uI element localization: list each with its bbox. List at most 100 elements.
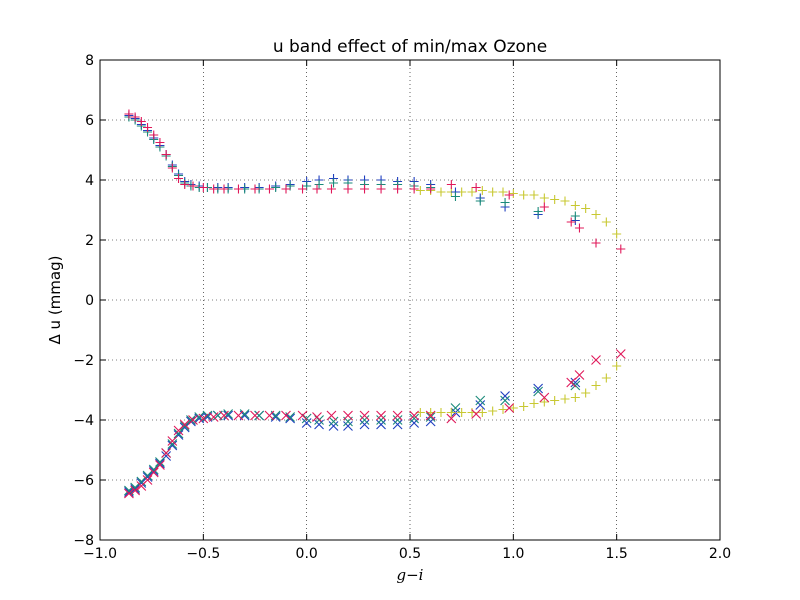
chart-title: u band effect of min/max Ozone <box>273 37 547 57</box>
plus-marker-point <box>570 393 580 402</box>
x-marker-point <box>326 410 337 421</box>
grid-lines <box>100 60 720 540</box>
plus-marker-point <box>574 223 584 233</box>
x-marker-point <box>281 410 291 421</box>
axis-ticks: −1.0 −0.5 0.0 0.5 1.0 1.5 2.0 −8 −6 −4 −2 0 2 4 6 8 <box>73 53 731 562</box>
x-marker-point <box>314 419 324 430</box>
plus-marker-point <box>446 180 456 189</box>
x-marker-point <box>173 428 184 439</box>
x-marker-point <box>167 440 178 451</box>
x-tick-label: 0.0 <box>296 546 318 562</box>
x-marker-point <box>566 377 577 388</box>
x-marker-point <box>124 487 134 497</box>
plus-marker-point <box>477 408 487 417</box>
x-marker-point <box>533 383 544 394</box>
plus-marker-point <box>426 184 436 194</box>
x-marker-point <box>188 415 198 425</box>
x-marker-point <box>194 413 205 424</box>
x-marker-point <box>359 410 370 421</box>
plus-marker-point <box>529 190 539 200</box>
y-tick-label: −4 <box>73 413 94 429</box>
x-marker-point <box>376 415 386 425</box>
plus-marker-point <box>475 196 485 206</box>
x-marker-point <box>179 419 190 430</box>
x-marker-point <box>250 410 260 421</box>
y-tick-label: 2 <box>85 233 94 249</box>
x-marker-point <box>301 413 312 424</box>
plus-marker-point <box>570 211 580 221</box>
plus-marker-point <box>533 207 543 216</box>
x-tick-label: −1.0 <box>83 546 117 562</box>
y-tick-label: 0 <box>85 293 94 309</box>
x-axis-label: g−i <box>397 566 424 584</box>
x-marker-point <box>409 418 420 428</box>
x-marker-point <box>392 410 403 421</box>
plus-marker-point <box>124 109 134 119</box>
y-tick-label: 8 <box>85 53 94 69</box>
x-marker-point <box>301 418 312 428</box>
plus-marker-point <box>314 180 324 189</box>
x-marker-point <box>450 403 461 413</box>
plus-marker-point <box>488 187 498 197</box>
plus-marker-point <box>167 163 177 173</box>
y-tick-label: 4 <box>85 173 94 189</box>
plus-marker-point <box>560 394 570 404</box>
plus-marker-point <box>209 184 219 194</box>
x-marker-point <box>142 475 153 485</box>
x-marker-point <box>161 448 172 458</box>
plus-marker-point <box>570 201 580 210</box>
plus-marker-point <box>471 183 481 192</box>
plus-marker-point <box>601 373 611 383</box>
plus-marker-point <box>504 190 514 200</box>
x-tick-label: 2.0 <box>709 546 731 562</box>
x-marker-point <box>446 413 457 424</box>
x-marker-point <box>343 421 353 431</box>
x-marker-point <box>239 409 250 419</box>
plus-marker-point <box>498 187 508 197</box>
x-marker-point <box>475 395 486 406</box>
x-marker-point <box>475 400 486 410</box>
plus-marker-point <box>457 408 467 417</box>
x-marker-point <box>328 416 339 427</box>
x-marker-point <box>233 410 244 421</box>
x-marker-point <box>539 392 550 403</box>
x-tick-label: 1.0 <box>502 546 524 562</box>
plus-marker-point <box>591 210 601 219</box>
plus-marker-point <box>130 112 140 122</box>
plus-marker-point <box>312 184 322 194</box>
plus-marker-point <box>508 189 518 198</box>
x-marker-point <box>312 412 322 422</box>
plus-marker-point <box>281 184 291 194</box>
x-marker-point <box>409 410 420 421</box>
x-marker-point <box>155 457 165 467</box>
x-marker-point <box>167 436 178 446</box>
y-tick-label: −2 <box>73 353 94 369</box>
plus-marker-point <box>149 130 159 140</box>
x-marker-point <box>270 412 281 422</box>
plus-marker-point <box>591 238 601 248</box>
plus-marker-point <box>477 186 487 195</box>
x-marker-point <box>130 485 141 496</box>
plus-marker-point <box>198 183 208 192</box>
plus-marker-point <box>498 405 508 414</box>
x-marker-point <box>591 355 601 365</box>
x-marker-point <box>124 488 134 499</box>
plus-marker-point <box>436 408 446 417</box>
x-marker-point <box>219 410 229 421</box>
plus-marker-point <box>155 138 165 147</box>
x-tick-label: 1.5 <box>606 546 628 562</box>
plus-marker-point <box>161 150 171 159</box>
x-marker-point <box>254 410 265 421</box>
x-marker-point <box>202 410 213 421</box>
x-marker-point <box>208 412 219 422</box>
plus-marker-point <box>591 381 601 390</box>
x-marker-point <box>500 395 510 406</box>
y-tick-label: −8 <box>73 533 94 549</box>
plus-marker-point <box>550 195 560 204</box>
x-marker-point <box>285 413 296 424</box>
x-marker-point <box>392 415 403 425</box>
plus-marker-point <box>539 193 549 203</box>
y-tick-label: 6 <box>85 113 94 129</box>
x-tick-label: −0.5 <box>186 546 220 562</box>
